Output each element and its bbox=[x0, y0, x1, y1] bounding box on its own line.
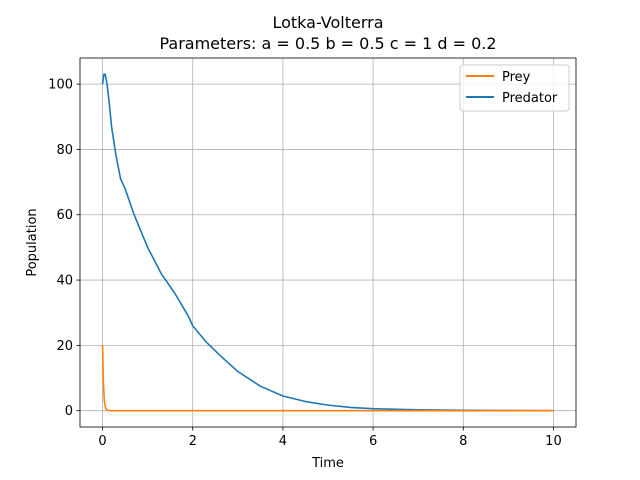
y-tick-label: 100 bbox=[48, 78, 73, 93]
x-tick-label: 6 bbox=[369, 434, 377, 449]
plot-frame bbox=[79, 57, 577, 428]
legend: Prey Predator bbox=[459, 64, 570, 112]
series-line-prey bbox=[101, 345, 554, 412]
chart-subtitle: Parameters: a = 0.5 b = 0.5 c = 1 d = 0.… bbox=[159, 34, 496, 53]
x-tick-label: 4 bbox=[279, 434, 287, 449]
y-tick-label: 80 bbox=[56, 143, 73, 158]
x-tick-label: 10 bbox=[545, 434, 562, 449]
x-tick-label: 2 bbox=[189, 434, 197, 449]
x-tick-label: 8 bbox=[459, 434, 467, 449]
chart-title: Lotka-Volterra bbox=[272, 13, 383, 32]
series-lines bbox=[101, 73, 554, 412]
y-tick-label: 20 bbox=[56, 339, 73, 354]
legend-label-predator: Predator bbox=[502, 91, 558, 106]
y-tick-label: 40 bbox=[56, 274, 73, 289]
y-tick-label: 0 bbox=[65, 404, 73, 419]
x-tick-label: 0 bbox=[98, 434, 106, 449]
legend-label-prey: Prey bbox=[502, 70, 531, 85]
x-axis-label: Time bbox=[311, 456, 344, 471]
y-axis-label: Population bbox=[25, 208, 40, 276]
y-tick-label: 60 bbox=[56, 208, 73, 223]
series-line-predator bbox=[101, 73, 554, 412]
grid-lines bbox=[80, 58, 576, 427]
